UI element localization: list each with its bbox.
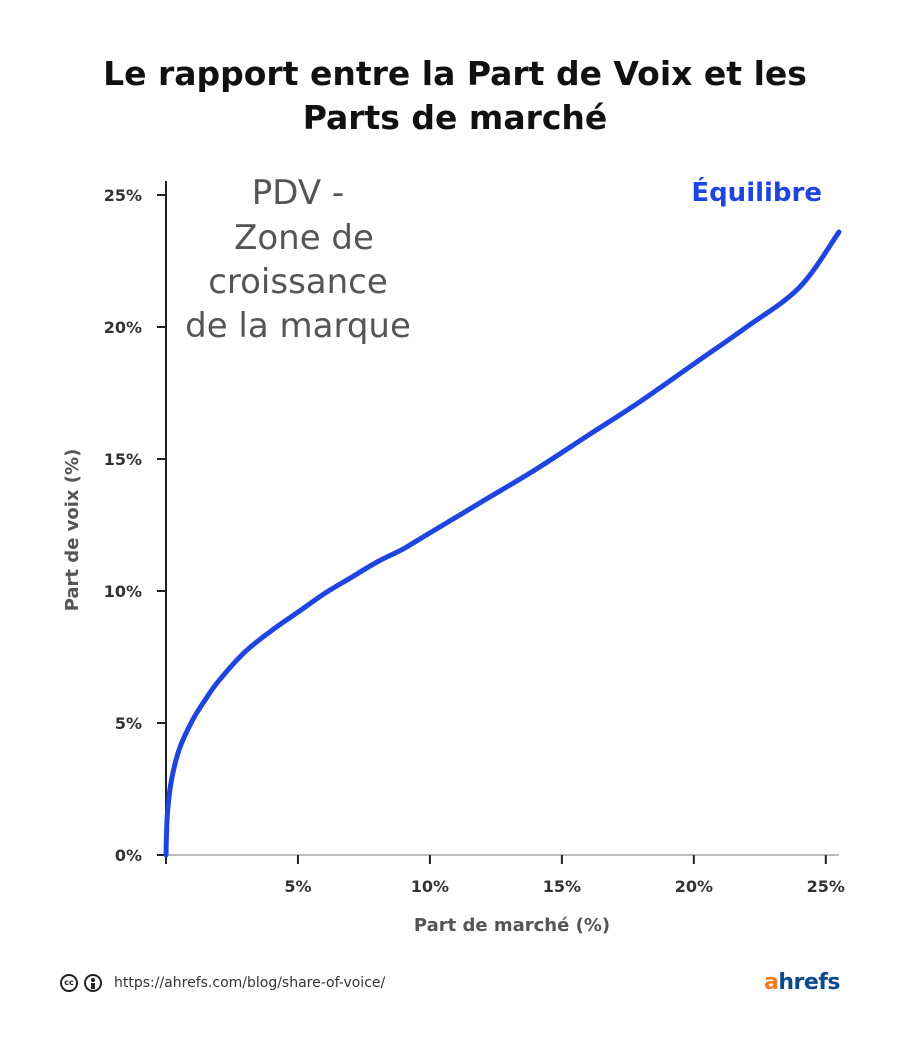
x-tick-label: 5% [284, 877, 311, 896]
x-axis-title: Part de marché (%) [414, 915, 610, 936]
series-label-equilibre: Équilibre [691, 176, 822, 208]
zone-annotation-line: de la marque [185, 306, 411, 346]
series-line-equilibre [163, 229, 842, 858]
logo-letter-a: a [764, 970, 779, 995]
ahrefs-logo: ahrefs [764, 970, 840, 995]
axes [165, 181, 839, 856]
chart-title: Le rapport entre la Part de Voix et les … [40, 52, 870, 140]
x-tick-label: 20% [675, 877, 713, 896]
y-tick-label: 0% [115, 846, 142, 865]
logo-letters-hrefs: hrefs [778, 970, 840, 995]
attribution-icon [84, 974, 102, 992]
zone-annotation-line: PDV - [252, 173, 344, 213]
zone-annotation-line: Zone de [234, 218, 374, 258]
chart-title-line-1: Le rapport entre la Part de Voix et les [103, 54, 807, 93]
creative-commons-icon: cc [60, 974, 78, 992]
chart-title-line-2: Parts de marché [302, 98, 608, 137]
series [163, 229, 842, 858]
y-ticks: 0% 5% 10% 15% 20% 25% [104, 186, 166, 865]
x-tick-label: 15% [543, 877, 581, 896]
y-tick-label: 20% [104, 318, 142, 337]
x-ticks: 5% 10% 15% 20% 25% [165, 855, 845, 896]
zone-annotation-line: croissance [208, 262, 388, 302]
x-tick-label: 10% [411, 877, 449, 896]
y-tick-label: 5% [115, 714, 142, 733]
y-axis-title: Part de voix (%) [62, 449, 83, 612]
y-tick-label: 15% [104, 450, 142, 469]
y-tick-label: 10% [104, 582, 142, 601]
footer: cc https://ahrefs.com/blog/share-of-voic… [60, 974, 385, 992]
x-tick-label: 25% [807, 877, 845, 896]
y-tick-label: 25% [104, 186, 142, 205]
source-url[interactable]: https://ahrefs.com/blog/share-of-voice/ [114, 975, 386, 991]
